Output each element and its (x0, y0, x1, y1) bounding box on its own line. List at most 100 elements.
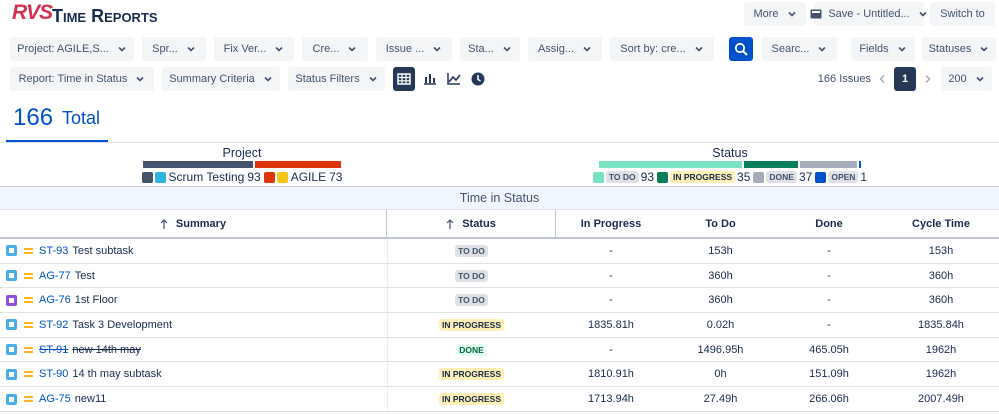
issue-key[interactable]: ST-91 (39, 343, 69, 356)
time-cell: - (609, 269, 613, 282)
summary-bar[interactable] (254, 161, 341, 168)
status-lozenge: TO DO (455, 269, 488, 282)
table-row: ST-90 14 th may subtask IN PROGRESS 1810.91… (0, 362, 999, 388)
header-button[interactable]: More (744, 2, 806, 26)
chevron-icon (583, 46, 591, 52)
page-size[interactable]: 200 (941, 67, 992, 91)
time-cell: 27.49h (703, 393, 738, 406)
issue-key[interactable]: ST-90 (39, 368, 69, 381)
table-row: ST-91 new 14th may DONE - 1496.95h 465.05h 196… (0, 337, 999, 363)
search-button[interactable] (729, 37, 753, 61)
chevron-icon (275, 46, 283, 52)
summary-bar[interactable] (800, 161, 858, 168)
legend-avatar (276, 171, 288, 183)
view-toggle[interactable] (467, 67, 489, 91)
filter-button[interactable]: Sort by: cre... (610, 37, 714, 61)
time-cell: 153h (928, 244, 954, 257)
issue-key[interactable]: ST-92 (39, 318, 69, 331)
summary-cell: ST-91 new 14th may (6, 338, 141, 362)
view-toggle[interactable] (443, 67, 465, 91)
total-value: 166 (13, 104, 54, 131)
time-cell: 0h (714, 368, 727, 381)
summary-bar[interactable] (859, 161, 861, 168)
filter-label: Searc... (771, 43, 810, 55)
issue-type-icon (6, 393, 17, 405)
summary-cell: ST-92 Task 3 Development (6, 313, 172, 337)
column-header[interactable]: To Do (666, 210, 775, 238)
filter-button[interactable]: Project: AGILE,S... (10, 37, 134, 61)
search-icon (734, 42, 748, 56)
view-icon (447, 73, 461, 85)
toolbar-button[interactable]: Report: Time in Status (10, 67, 154, 91)
legend-lozenge: IN PROGRESS (670, 171, 736, 183)
time-cell: 1962h (925, 368, 957, 381)
button-label: Switch to (940, 8, 985, 20)
column-header[interactable]: Status (387, 210, 556, 238)
status-lozenge: IN PROGRESS (438, 368, 505, 381)
issue-key[interactable]: ST-93 (39, 244, 69, 257)
time-cell: 360h (708, 294, 733, 307)
column-title: Summary (175, 218, 227, 230)
column-separator (387, 239, 388, 263)
filter-button[interactable]: Spr... (142, 37, 206, 61)
total-underline (6, 140, 108, 142)
time-cell: 1713.94h (588, 393, 634, 406)
issue-type-icon (6, 319, 17, 331)
filter-button[interactable]: Fields (851, 37, 915, 61)
issue-type-icon (6, 294, 17, 306)
next-icon (925, 74, 931, 84)
view-toggle[interactable] (393, 67, 415, 91)
toolbar-button[interactable]: Status Filters (288, 67, 385, 91)
summary-cell: AG-77 Test (6, 264, 95, 288)
legend-count: 37 (798, 170, 813, 184)
header-button[interactable]: Save - Untitled... (810, 2, 927, 26)
issue-key[interactable]: AG-75 (39, 393, 71, 406)
summary-bar[interactable] (143, 161, 253, 168)
chevron-icon (433, 46, 441, 52)
column-header[interactable]: Summary (0, 210, 387, 238)
summary-legend: Scrum Testing 93 AGILE 73 (133, 170, 351, 184)
column-header[interactable]: Cycle Time (883, 210, 999, 238)
chevron-icon (818, 46, 827, 52)
page-number[interactable]: 1 (894, 67, 916, 91)
filter-label: Sort by: cre... (620, 43, 686, 55)
legend-count: 73 (329, 170, 343, 184)
chevron-icon (264, 76, 272, 82)
filter-button[interactable]: Searc... (762, 37, 837, 61)
column-header[interactable]: In Progress (556, 210, 666, 238)
issue-summary: Test (74, 269, 95, 282)
summary-bar[interactable] (744, 161, 799, 168)
chevron-icon (898, 46, 906, 52)
column-separator (387, 288, 388, 313)
column-header[interactable]: Done (775, 210, 883, 238)
view-toggle[interactable] (419, 67, 441, 91)
chevron-icon (695, 46, 703, 52)
toolbar-label: Status Filters (295, 73, 360, 85)
header-button[interactable]: Switch to (930, 2, 995, 26)
issue-key[interactable]: AG-76 (39, 294, 71, 307)
priority-icon (24, 396, 33, 402)
legend-count: 1 (860, 170, 868, 184)
filter-label: Fix Ver... (223, 43, 267, 55)
summary-bar[interactable] (599, 161, 743, 168)
filter-button[interactable]: Issue ... (376, 37, 452, 61)
filter-button[interactable]: Fix Ver... (214, 37, 294, 61)
filter-button[interactable]: Assig... (528, 37, 602, 61)
app-title: Time Reports (52, 6, 158, 26)
toolbar-button[interactable]: Summary Criteria (162, 67, 280, 91)
filter-button[interactable]: Statuses (922, 37, 996, 61)
status-cell: IN PROGRESS (387, 363, 556, 387)
filter-label: Fields (859, 43, 889, 55)
prev-page[interactable] (874, 67, 890, 91)
sort-icon (160, 219, 168, 229)
filter-button[interactable]: Cre... (302, 37, 368, 61)
chevron-icon (980, 46, 988, 52)
filter-label: Sta... (468, 43, 494, 55)
issue-key[interactable]: AG-77 (39, 269, 71, 282)
time-cell: 465.05h (809, 343, 849, 356)
time-cell: 1835.84h (918, 318, 964, 331)
priority-icon (24, 322, 33, 328)
filter-button[interactable]: Sta... (460, 37, 520, 61)
legend-count: 93 (247, 170, 261, 184)
next-page[interactable] (920, 67, 936, 91)
